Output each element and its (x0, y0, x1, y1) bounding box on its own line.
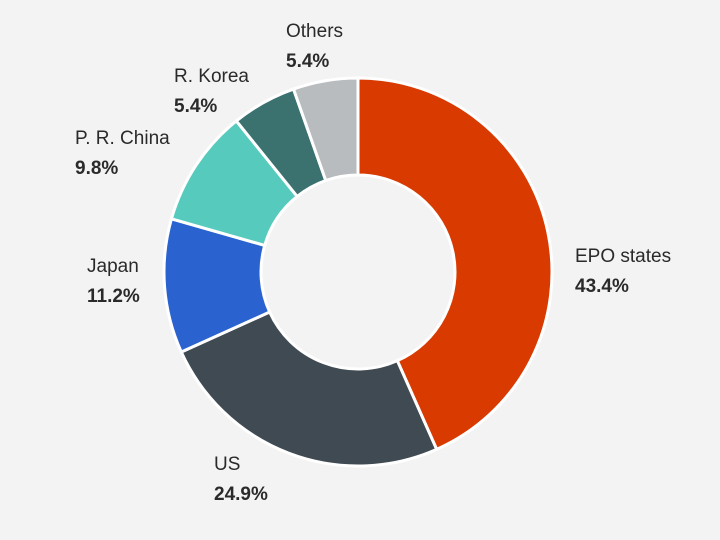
slices-group (162, 76, 554, 468)
labels-group: EPO states 43.4% US 24.9% Japan 11.2% P. R. Ch… (75, 21, 671, 505)
slice-value-p-r-china: 9.8% (75, 158, 118, 179)
slice-value-us: 24.9% (214, 484, 268, 505)
slice-label-p-r-china: P. R. China (75, 128, 170, 149)
slice-value-r-korea: 5.4% (174, 96, 217, 117)
slice-us (179, 310, 439, 468)
slice-label-r-korea: R. Korea (174, 66, 249, 87)
slice-label-epo-states: EPO states (575, 246, 671, 267)
slice-label-japan: Japan (87, 256, 139, 277)
slice-label-us: US (214, 454, 240, 475)
slice-value-japan: 11.2% (87, 286, 140, 307)
slice-label-others: Others (286, 21, 343, 42)
slice-value-others: 5.4% (286, 51, 329, 72)
slice-value-epo-states: 43.4% (575, 276, 629, 297)
slice-others (291, 76, 360, 183)
slice-epo-states (356, 76, 554, 451)
